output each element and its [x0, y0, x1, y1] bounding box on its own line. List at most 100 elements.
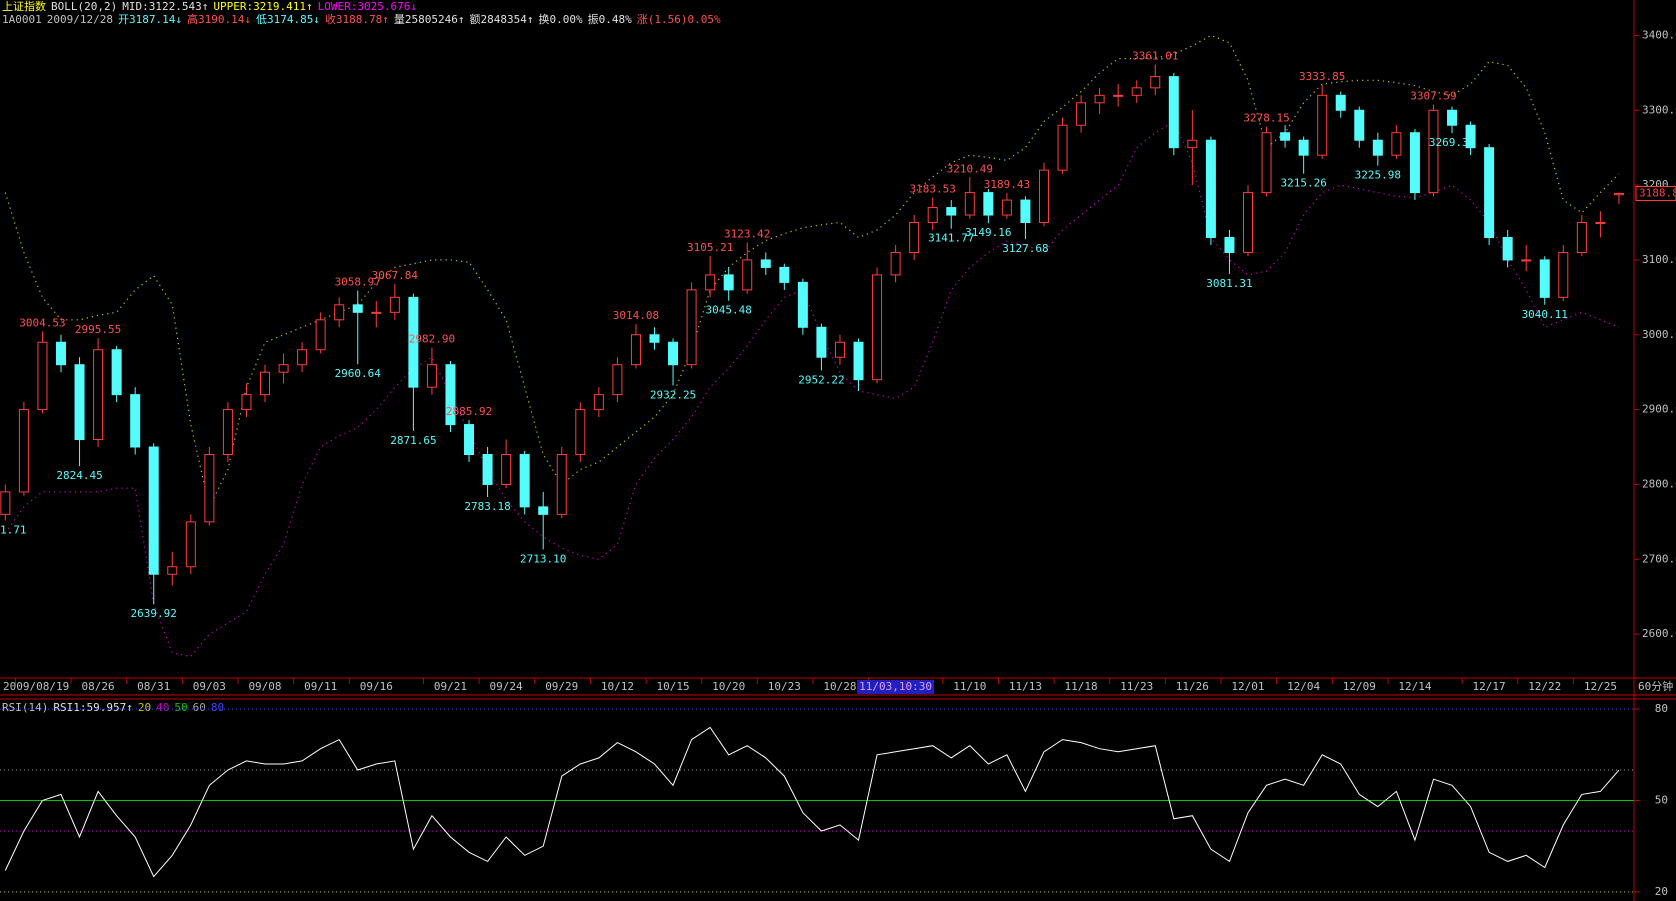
candle-body: [538, 506, 549, 515]
candle-body: [1409, 132, 1420, 194]
candle-body: [18, 409, 29, 493]
candle-body: [760, 259, 771, 268]
candle-body: [779, 266, 790, 283]
candle-body: [593, 394, 604, 411]
rsi-line: [4, 726, 1620, 878]
candle-body: [1038, 169, 1049, 224]
candle-body: [297, 349, 308, 366]
y-tick-label: 2700.0: [1642, 552, 1676, 565]
candle-body: [797, 281, 808, 328]
x-tick-label: 11/18: [1065, 680, 1098, 693]
header-item: RSI(14): [2, 701, 48, 714]
candle-body: [334, 304, 345, 321]
candle-body: [371, 311, 382, 314]
candle-body: [946, 207, 957, 216]
candle-body: [816, 326, 827, 358]
high-label: 3123.42: [724, 227, 770, 240]
candle-body: [1187, 139, 1198, 149]
high-label: 2982.90: [409, 333, 455, 346]
x-tick-label: 11/23: [1120, 680, 1153, 693]
candle-body: [1131, 87, 1142, 96]
header-item: 开3187.14↓: [118, 13, 182, 26]
candle-body: [575, 409, 586, 455]
header-item: 50: [174, 701, 187, 714]
low-label: 3269.37: [1429, 136, 1475, 149]
candle-body: [1150, 76, 1161, 89]
x-tick-label: 12/17: [1473, 680, 1506, 693]
x-tick-label: 12/09: [1343, 680, 1376, 693]
y-tick-label: 2600.0: [1642, 627, 1676, 640]
candle-body: [1001, 199, 1012, 216]
high-label: 3067.84: [372, 269, 419, 282]
x-tick-label: 10/28: [823, 680, 856, 693]
candle-body: [612, 364, 623, 396]
candle-body: [1576, 222, 1587, 253]
candle-body: [445, 364, 456, 426]
x-highlight: [857, 680, 935, 694]
candle-body: [204, 453, 215, 523]
candle-body: [1372, 139, 1383, 156]
candle-body: [1595, 222, 1606, 225]
x-tick-label: 08/26: [82, 680, 115, 693]
candle-body: [315, 319, 326, 351]
candle-body: [742, 259, 753, 291]
candle-body: [1613, 193, 1624, 196]
candle-body: [927, 207, 938, 224]
y-tick-label: 3000.0: [1642, 328, 1676, 341]
x-tick-label: 11/03,10:30: [859, 680, 932, 693]
candle-body: [1094, 94, 1105, 104]
x-tick-label: 10/12: [601, 680, 634, 693]
header-item: 额2848354↑: [470, 13, 534, 26]
candle-body: [1224, 236, 1235, 253]
candle-body: [278, 364, 289, 373]
y-tick-label: 3100.0: [1642, 253, 1676, 266]
header-item: LOWER:3025.676↓: [318, 0, 417, 13]
high-label: 3189.43: [984, 178, 1030, 191]
x-tick-label: 12/22: [1528, 680, 1561, 693]
x-tick-label: 10/23: [768, 680, 801, 693]
candle-body: [1335, 94, 1346, 111]
low-label: 3127.68: [1002, 242, 1048, 255]
candle-body: [964, 192, 975, 216]
interval-label: 60分钟: [1638, 679, 1673, 693]
low-label: 2824.45: [56, 469, 102, 482]
x-tick-label: 09/24: [490, 680, 523, 693]
x-tick-label: 11/26: [1176, 680, 1209, 693]
high-label: 3058.97: [335, 276, 381, 289]
candle-body: [0, 491, 11, 515]
candle-body: [464, 424, 475, 455]
candle-body: [1242, 192, 1253, 253]
candle-body: [630, 334, 641, 366]
low-label: 3045.48: [706, 304, 752, 317]
candle-body: [1558, 251, 1569, 298]
x-tick-label: 12/14: [1398, 680, 1431, 693]
low-label: 2783.18: [464, 500, 510, 513]
candle-body: [705, 274, 716, 291]
x-tick-label: 09/03: [193, 680, 226, 693]
candle-body: [1168, 76, 1179, 149]
high-label: 2885.92: [446, 405, 492, 418]
x-tick-label: 2009/08/19: [3, 680, 69, 693]
y-tick-label: 20: [1655, 885, 1668, 898]
x-tick-label: 11/10: [953, 680, 986, 693]
high-label: 3278.15: [1243, 112, 1289, 125]
candle-body: [519, 453, 530, 508]
candle-body: [352, 304, 363, 313]
last-price-box: [1635, 186, 1676, 202]
candle-body: [909, 222, 920, 253]
candle-body: [1298, 139, 1309, 156]
high-label: 3307.59: [1410, 90, 1456, 103]
x-tick-label: 10/20: [712, 680, 745, 693]
candle-body: [148, 446, 159, 575]
candle-body: [1521, 259, 1532, 262]
candle-body: [1354, 109, 1365, 141]
header-item: 高3190.14↓: [187, 12, 251, 26]
candle-body: [167, 566, 178, 575]
candle-body: [501, 453, 512, 485]
candle-body: [1465, 124, 1476, 149]
candle-body: [983, 192, 994, 216]
x-tick-label: 12/04: [1287, 680, 1320, 693]
candle-body: [1502, 236, 1513, 261]
y-tick-label: 80: [1655, 702, 1668, 715]
